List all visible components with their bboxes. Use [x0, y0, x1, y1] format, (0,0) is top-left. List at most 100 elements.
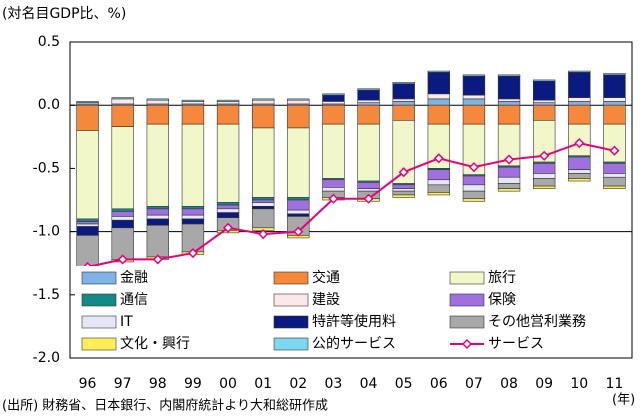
x-tick-label: 11: [606, 376, 624, 392]
y-tick-label: -1.0: [33, 224, 60, 240]
y-tick-label: 0.0: [38, 97, 60, 113]
bar-segment: [357, 99, 380, 103]
bar-segment: [357, 104, 380, 125]
bar-segment: [603, 74, 626, 98]
bar-segment: [181, 99, 205, 102]
bar-segment: [603, 163, 626, 174]
bar-segment: [532, 178, 556, 187]
legend-label: 通信: [120, 292, 148, 308]
bar-segment: [497, 98, 521, 102]
bar-segment: [322, 104, 345, 125]
bar-segment: [497, 75, 521, 100]
bar-segment: [462, 98, 486, 106]
bar-segment: [603, 123, 626, 163]
legend-label: IT: [120, 314, 133, 330]
bar-segment: [146, 206, 170, 210]
bar-segment: [251, 206, 275, 210]
line-marker: [609, 145, 620, 156]
legend-label: 建設: [312, 292, 340, 308]
bar-segment: [392, 190, 415, 196]
legend-label: その他営利業務: [488, 314, 586, 330]
bar-segment: [287, 104, 310, 129]
legend-swatch: [81, 337, 117, 351]
bar-segment: [216, 204, 240, 210]
bar-segment: [251, 127, 275, 198]
bar-segment: [497, 188, 521, 192]
bar-segment: [603, 173, 626, 178]
x-tick-label: 99: [184, 376, 202, 392]
line-marker: [539, 150, 550, 161]
bar-segment: [216, 101, 240, 105]
bar-segment: [568, 104, 591, 125]
bar-segment: [111, 216, 134, 221]
legend-label: 文化・興行: [120, 336, 190, 352]
bar-segment: [322, 93, 345, 96]
legend-swatch: [273, 271, 309, 285]
bar-segment: [462, 175, 486, 186]
bar-segment: [181, 218, 205, 225]
bar-segment: [462, 190, 486, 200]
bar-segment: [251, 208, 275, 229]
bar-segment: [568, 70, 591, 73]
bar-segment: [392, 188, 415, 192]
bar-segment: [287, 197, 310, 201]
legend-label: 保険: [488, 292, 516, 308]
line-marker: [398, 167, 409, 178]
bar-segment: [532, 80, 556, 101]
bar-segment: [146, 224, 170, 258]
bar-segment: [322, 187, 345, 192]
bar-segment: [357, 88, 380, 91]
bar-segment: [603, 97, 626, 102]
legend-swatch: [273, 293, 309, 307]
x-tick-label: 03: [325, 376, 343, 392]
bar-segment: [216, 104, 240, 125]
bar-segment: [392, 82, 415, 85]
bar-segment: [427, 169, 451, 181]
bar-segment: [532, 104, 556, 121]
line-marker: [433, 153, 444, 164]
bar-segment: [111, 97, 134, 100]
bar-segment: [76, 130, 99, 220]
x-tick-label: 10: [570, 376, 588, 392]
bar-segment: [427, 184, 451, 193]
bar-segment: [357, 188, 380, 192]
bar-segment: [357, 102, 380, 106]
bar-segment: [181, 206, 205, 210]
source-note: (出所) 財務省、日本銀行、内閣府統計より大和総研作成: [2, 398, 328, 414]
bar-segment: [532, 102, 556, 106]
line-marker: [187, 248, 198, 259]
bar-segment: [76, 101, 99, 103]
bar-segment: [427, 72, 451, 95]
bar-segment: [76, 218, 99, 222]
bar-segment: [287, 127, 310, 198]
bar-segment: [111, 104, 134, 127]
x-tick-label: 97: [114, 376, 132, 392]
line-marker: [117, 254, 128, 265]
x-tick-label: 00: [219, 376, 237, 392]
bar-segment: [146, 218, 170, 226]
line-marker: [328, 193, 339, 204]
x-tick-label: 96: [79, 376, 97, 392]
bar-segment: [462, 198, 486, 202]
bar-segment: [497, 176, 521, 184]
bar-segment: [462, 104, 486, 125]
bar-segment: [497, 101, 521, 106]
bar-segment: [111, 211, 134, 217]
legend-swatch: [273, 315, 309, 329]
line-marker: [152, 254, 163, 265]
bar-segment: [146, 99, 170, 105]
legend-swatch: [449, 293, 485, 307]
line-marker: [504, 154, 515, 165]
bar-segment: [251, 104, 275, 129]
bar-segment: [287, 98, 310, 101]
bar-segment: [497, 183, 521, 189]
bar-segment: [427, 179, 451, 186]
x-tick-label: 08: [500, 376, 518, 392]
bar-segment: [603, 104, 626, 125]
legend-swatch: [449, 315, 485, 329]
bar-segment: [392, 194, 415, 198]
legend-marker: [461, 338, 473, 350]
x-tick-label: 02: [289, 376, 307, 392]
bar-segment: [216, 123, 240, 203]
